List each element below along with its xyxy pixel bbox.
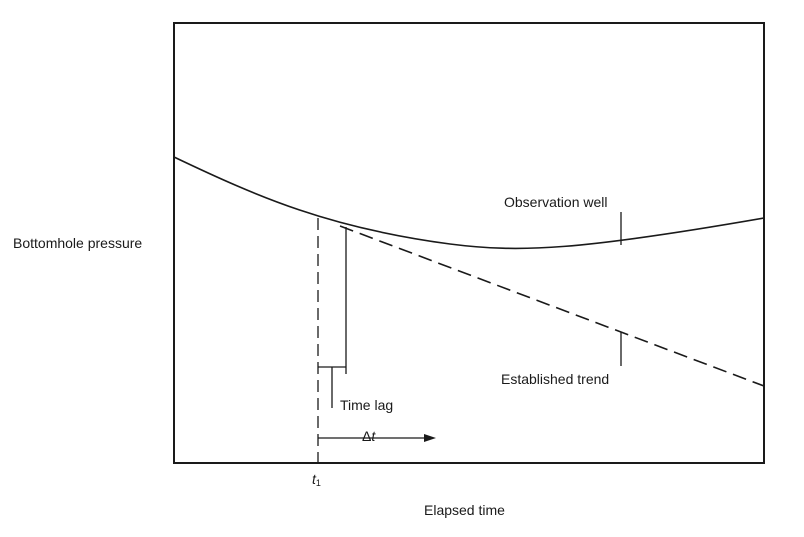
observation-well-curve <box>173 156 765 250</box>
time-lag-bracket <box>318 366 346 408</box>
x-axis-label: Elapsed time <box>424 502 505 518</box>
delta-symbol: Δ <box>362 428 372 444</box>
t1-label: t1 <box>312 472 321 488</box>
time-lag-label: Time lag <box>340 397 394 413</box>
y-axis-label: Bottomhole pressure <box>13 235 143 251</box>
plot-frame <box>173 22 765 464</box>
established-trend-line <box>339 225 765 387</box>
delta-t-label: Δt <box>362 429 375 443</box>
t1-subscript: 1 <box>315 478 321 488</box>
delta-variable: t <box>371 428 376 444</box>
established-trend-label: Established trend <box>501 371 610 387</box>
observation-well-label: Observation well <box>504 194 608 210</box>
t1-symbol: t <box>312 471 316 487</box>
delta-t-arrow <box>318 434 436 442</box>
